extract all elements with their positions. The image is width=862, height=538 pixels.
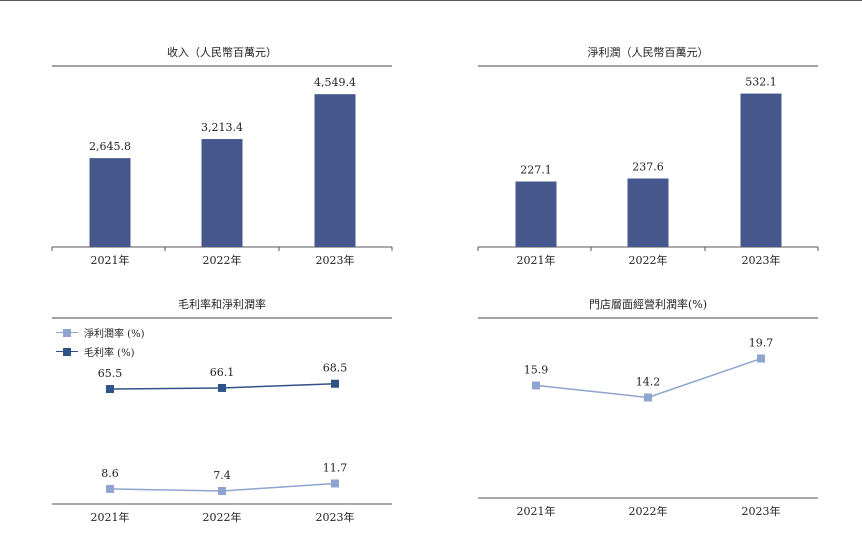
data-label: 68.5 (323, 362, 348, 375)
series-point (106, 385, 114, 394)
data-label: 11.7 (323, 461, 348, 474)
margin-chart-legend: 淨利潤率 (%) 毛利率 (%) (56, 323, 144, 361)
x-tick-label: 2023年 (316, 510, 355, 524)
series-point (331, 479, 339, 488)
data-label: 15.9 (524, 363, 549, 376)
net-profit-chart: 淨利潤（人民幣百萬元） 227.1 2021年 237.6 2022年 532.1 202… (477, 44, 819, 269)
legend-label-gross-margin: 毛利率 (%) (84, 348, 135, 359)
data-label: 14.2 (636, 375, 661, 388)
revenue-chart-plot: 2,645.8 2021年 3,213.4 2022年 4,549.4 2023年 (51, 65, 393, 267)
x-tick-label: 2021年 (91, 510, 130, 524)
data-label: 19.7 (749, 337, 774, 350)
store-margin-chart-title: 門店層面經營利潤率(%) (588, 298, 708, 311)
data-label: 7.4 (213, 469, 231, 482)
margin-chart-title: 毛利率和淨利潤率 (178, 298, 266, 311)
margin-chart: 毛利率和淨利潤率 8.6 7.4 11.7 65.5 66.1 68.5 2021年 2022… (52, 296, 392, 531)
net-profit-chart-title: 淨利潤（人民幣百萬元） (587, 46, 709, 59)
x-tick-label: 2021年 (91, 253, 130, 267)
revenue-chart: 收入（人民幣百萬元） 2,645.8 2021年 3,213.4 2022年 4,549… (51, 44, 393, 269)
series-point (644, 393, 652, 402)
data-label: 3,213.4 (201, 121, 243, 134)
data-label: 237.6 (632, 160, 664, 173)
series-point (218, 383, 226, 392)
data-label: 532.1 (745, 76, 777, 89)
legend-label-net-margin: 淨利潤率 (%) (84, 329, 145, 340)
data-label: 66.1 (210, 366, 235, 379)
margin-chart-plot: 8.6 7.4 11.7 65.5 66.1 68.5 2021年 2022年 2023年 (52, 317, 392, 524)
bar-2022年 (201, 139, 243, 247)
net-profit-chart-plot: 227.1 2021年 237.6 2022年 532.1 2023年 (477, 65, 819, 267)
series-point (532, 381, 540, 390)
data-label: 2,645.8 (89, 140, 131, 153)
x-tick-label: 2021年 (517, 504, 556, 518)
x-tick-label: 2022年 (629, 253, 668, 267)
top-rule (0, 0, 862, 1)
x-tick-label: 2022年 (629, 504, 668, 518)
data-label: 8.6 (101, 467, 119, 480)
legend-swatch-net-margin (56, 328, 78, 337)
x-tick-label: 2021年 (517, 253, 556, 267)
bar-2021年 (89, 158, 131, 247)
bar-2023年 (740, 93, 782, 247)
series-point (218, 487, 226, 496)
bar-2022年 (627, 178, 669, 247)
data-label: 4,549.4 (314, 76, 356, 89)
store-margin-chart: 門店層面經營利潤率(%) 15.9 14.2 19.7 2021年 2022年 2023年 (478, 296, 818, 521)
series-point (331, 379, 339, 388)
bar-2021年 (515, 181, 557, 247)
x-tick-label: 2022年 (203, 253, 242, 267)
x-tick-label: 2023年 (316, 253, 355, 267)
legend-item-gross-margin: 毛利率 (%) (56, 342, 144, 361)
legend-swatch-gross-margin (56, 347, 78, 356)
bar-2023年 (314, 94, 356, 247)
x-tick-label: 2022年 (203, 510, 242, 524)
data-label: 227.1 (520, 164, 552, 177)
x-tick-label: 2023年 (742, 504, 781, 518)
legend-item-net-margin: 淨利潤率 (%) (56, 323, 144, 342)
revenue-chart-title: 收入（人民幣百萬元） (167, 46, 277, 59)
x-tick-label: 2023年 (742, 253, 781, 267)
series-point (106, 484, 114, 493)
store-margin-chart-plot: 15.9 14.2 19.7 2021年 2022年 2023年 (478, 317, 818, 518)
data-label: 65.5 (98, 367, 123, 380)
series-point (757, 354, 765, 363)
